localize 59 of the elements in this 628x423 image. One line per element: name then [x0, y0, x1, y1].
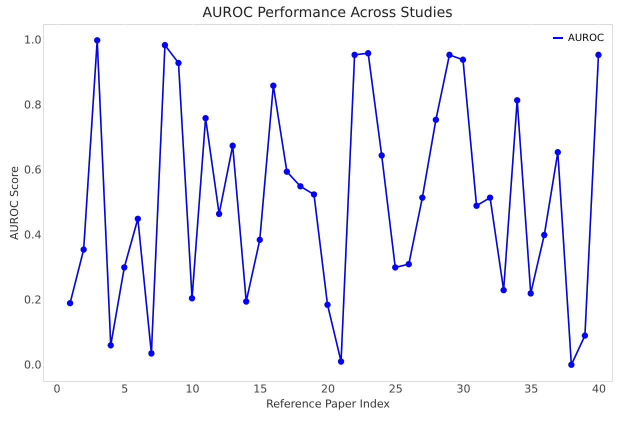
point [446, 52, 453, 58]
point [243, 298, 250, 305]
y-tick-label: 0.8 [24, 98, 42, 112]
point [121, 264, 128, 271]
point [148, 350, 155, 357]
chart-title: AUROC Performance Across Studies [202, 5, 452, 21]
point [554, 149, 561, 156]
y-axis-title: AUROC Score [8, 166, 22, 240]
x-tick-label: 20 [321, 382, 335, 396]
point [364, 50, 372, 56]
y-tick-label: 0.2 [24, 293, 42, 306]
y-tick-label: 0.0 [24, 358, 42, 372]
point [419, 194, 426, 201]
point [297, 183, 304, 190]
point [500, 286, 507, 294]
point [256, 236, 263, 243]
point [216, 210, 222, 218]
point [202, 114, 209, 122]
point [568, 362, 575, 368]
point [284, 168, 290, 175]
point [134, 216, 141, 222]
x-axis-title: Reference Paper Index [266, 398, 390, 410]
point [230, 142, 236, 149]
point [460, 56, 466, 63]
point [541, 232, 548, 238]
point [486, 194, 494, 201]
point [270, 82, 276, 89]
x-tick-label: 10 [186, 382, 200, 396]
point [392, 264, 398, 271]
point [582, 332, 588, 339]
point [66, 300, 74, 306]
point [473, 202, 480, 209]
x-tick-label: 30 [456, 382, 470, 396]
point [162, 42, 168, 48]
point [324, 302, 331, 308]
point [432, 116, 440, 123]
point [338, 358, 344, 365]
y-tick-label: 0.4 [24, 228, 42, 242]
point [595, 52, 602, 58]
point [80, 246, 87, 253]
point [378, 152, 385, 159]
x-tick-label: 5 [121, 382, 128, 396]
point [94, 37, 100, 44]
point [528, 290, 534, 297]
x-tick-label: 40 [592, 382, 606, 396]
point [514, 97, 520, 104]
x-tick-label: 25 [388, 382, 403, 396]
point [351, 52, 358, 58]
x-tick-label: 35 [524, 382, 538, 396]
point [310, 191, 318, 198]
legend-label: AUROC [568, 33, 604, 44]
x-tick-label: 0 [54, 382, 61, 396]
point [406, 261, 412, 268]
x-tick-label: 15 [253, 382, 268, 396]
point [188, 295, 196, 302]
y-tick-label: 1.0 [24, 34, 42, 47]
y-tick-label: 0.6 [24, 164, 42, 177]
point [175, 60, 182, 66]
point [108, 342, 114, 348]
